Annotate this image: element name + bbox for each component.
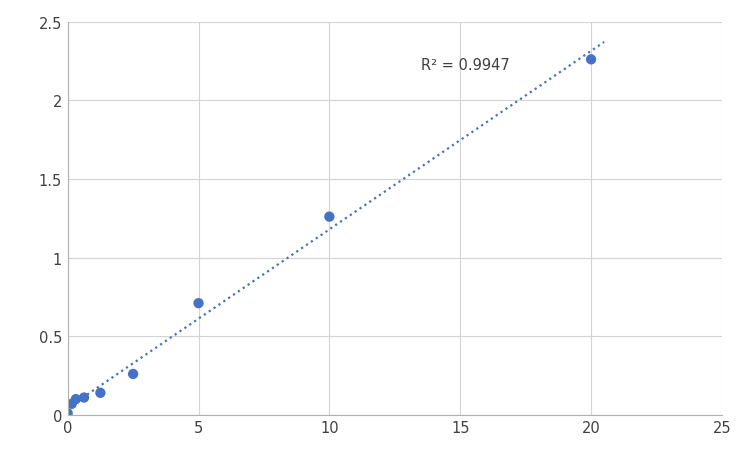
Point <box>323 214 335 221</box>
Point <box>193 300 205 307</box>
Text: R² = 0.9947: R² = 0.9947 <box>421 58 510 73</box>
Point <box>127 371 139 378</box>
Point <box>94 389 107 396</box>
Point <box>70 396 82 403</box>
Point <box>62 410 74 417</box>
Point <box>78 394 90 401</box>
Point <box>585 57 597 64</box>
Point <box>65 400 77 408</box>
